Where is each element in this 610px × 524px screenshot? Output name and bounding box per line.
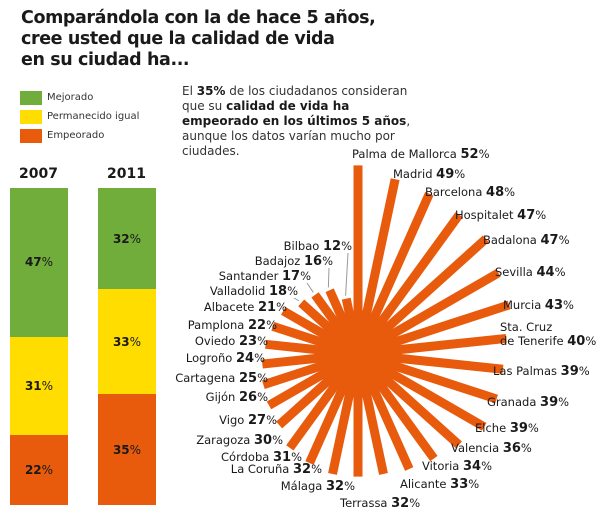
city-bar [355, 269, 501, 358]
city-label: Elche 39% [475, 421, 539, 436]
city-bar [341, 297, 363, 355]
city-label: Logroño 24% [186, 351, 265, 366]
city-label: Valencia 36% [451, 441, 532, 456]
city-label: Málaga 32% [281, 479, 355, 494]
legend-label: Mejorado [47, 92, 94, 103]
city-label: Badalona 47% [483, 233, 570, 248]
city-bar [355, 350, 487, 431]
city-bar [357, 333, 507, 359]
city-bar [305, 352, 363, 465]
city-bar [353, 354, 363, 477]
leader-line [306, 282, 314, 293]
city-bar [353, 165, 363, 354]
city-label: Vitoria 34% [422, 459, 492, 474]
bar-segment-empeorado: 22% [10, 435, 68, 505]
city-bar [281, 306, 361, 358]
city-bar [353, 191, 434, 356]
city-label: Valladolid 18% [210, 284, 298, 299]
city-bar [265, 339, 359, 359]
city-bar [354, 212, 463, 357]
city-label: Bilbao 12% [284, 239, 352, 254]
legend-item-empeorado: Empeorado [20, 126, 139, 145]
legend-item-igual: Permanecido igual [20, 107, 139, 126]
city-label: Badajoz 16% [255, 254, 333, 269]
stacked-bar-2011: 32% 33% 35% [98, 188, 156, 505]
city-label: Pamplona 22% [188, 318, 277, 333]
city-bar [286, 351, 362, 451]
city-bar [276, 350, 362, 429]
city-label: Gijón 26% [206, 390, 268, 405]
city-bar [357, 349, 504, 374]
city-label: Murcia 43% [503, 298, 574, 313]
leader-line [327, 267, 330, 288]
stacked-bar-2007: 47% 31% 22% [10, 188, 68, 505]
city-label: Madrid 49% [393, 167, 465, 182]
city-label: La Coruña 32% [231, 462, 322, 477]
city-bar [353, 178, 400, 355]
city-label: Barcelona 48% [425, 185, 515, 200]
bar-segment-permanecido-igual: 31% [10, 336, 68, 436]
bar-segment-mejorado: 32% [98, 188, 156, 290]
city-label: Zaragoza 30% [196, 433, 283, 448]
city-bar [271, 322, 360, 359]
city-label: Vigo 27% [219, 413, 277, 428]
year-label-2007: 2007 [19, 166, 58, 182]
legend: Mejorado Permanecido igual Empeorado [20, 88, 139, 145]
city-label: Oviedo 23% [195, 334, 268, 349]
city-bar [353, 352, 414, 471]
city-label: Alicante 33% [400, 477, 479, 492]
legend-label: Empeorado [47, 130, 105, 141]
city-bar [356, 349, 498, 404]
city-bar [328, 353, 363, 475]
year-label-2011: 2011 [107, 166, 146, 182]
city-label: Hospitalet 47% [455, 208, 546, 223]
legend-item-mejorado: Mejorado [20, 88, 139, 107]
city-label: Las Palmas 39% [493, 364, 590, 379]
city-label: Granada 39% [487, 395, 569, 410]
city-bar [354, 351, 438, 462]
city-label: Santander 17% [219, 269, 311, 284]
chart-title: Comparándola con la de hace 5 años, cree… [21, 8, 376, 70]
legend-swatch [20, 109, 42, 124]
city-label: Terrassa 32% [339, 496, 420, 511]
city-bar [354, 350, 462, 449]
legend-swatch [20, 90, 42, 105]
bar-segment-permanecido-igual: 33% [98, 289, 156, 395]
bar-segment-empeorado: 35% [98, 394, 156, 505]
city-label: Palma de Mallorca 52% [352, 147, 490, 162]
leader-line [345, 252, 349, 296]
city-label: Cartagena 25% [175, 371, 268, 386]
legend-label: Permanecido igual [47, 111, 140, 122]
leader-line [293, 297, 300, 302]
bar-segment-mejorado: 47% [10, 188, 68, 337]
city-bar [356, 300, 511, 359]
city-label: Sta. Cruz de Tenerife 40% [500, 320, 596, 349]
city-bar [354, 235, 489, 358]
intro-text: El 35% de los ciudadanos consideran que … [182, 84, 411, 158]
city-label: Albacete 21% [204, 300, 287, 315]
legend-swatch [20, 128, 42, 143]
city-label: Sevilla 44% [495, 265, 566, 280]
city-label: Córdoba 31% [221, 450, 302, 465]
